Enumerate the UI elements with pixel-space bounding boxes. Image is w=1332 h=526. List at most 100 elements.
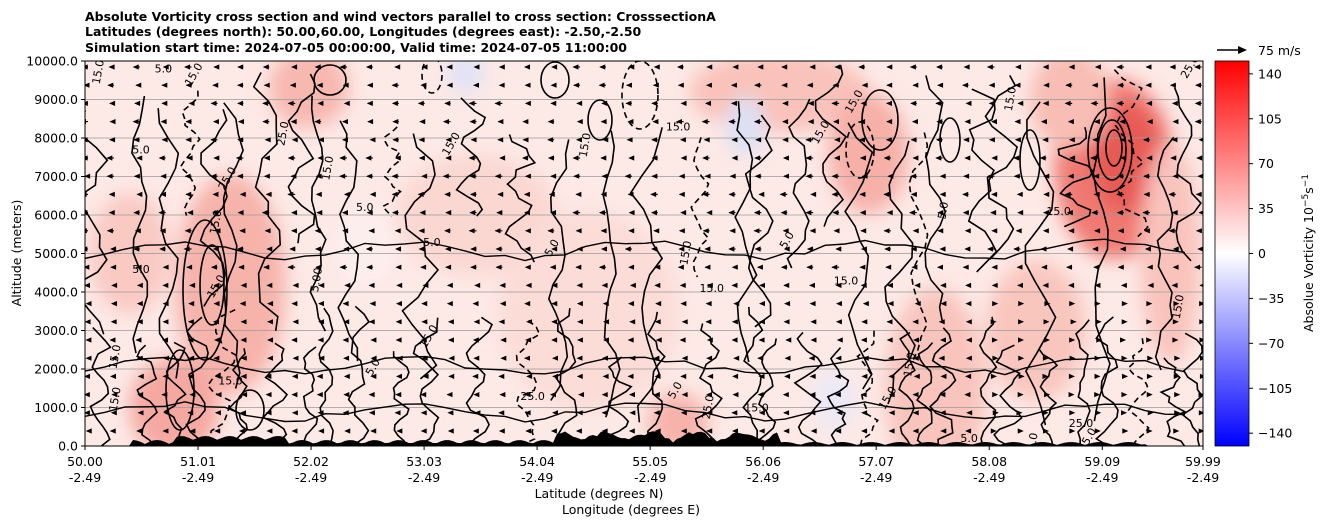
contour-line	[302, 346, 319, 446]
wind-vector	[628, 428, 635, 434]
contour-band	[85, 238, 1186, 262]
wind-vector	[809, 410, 816, 416]
wind-vector	[524, 82, 531, 88]
wind-vector	[446, 301, 453, 307]
wind-vector	[1147, 355, 1154, 361]
wind-vector	[1173, 301, 1180, 307]
wind-vector	[189, 282, 196, 288]
colorbar-tick-label: 70	[1258, 156, 1274, 171]
x-axis-label-latitude: Latitude (degrees N)	[535, 486, 664, 501]
wind-vector	[136, 319, 143, 325]
wind-vector	[1044, 337, 1051, 343]
contour-label: 15.0	[90, 59, 107, 85]
wind-vector	[1068, 137, 1075, 143]
wind-vector	[966, 410, 973, 416]
wind-vector	[420, 337, 427, 343]
wind-vector	[938, 319, 945, 325]
wind-vector	[965, 319, 972, 325]
wind-vector	[551, 246, 558, 252]
contour-label: 15.0	[319, 155, 336, 181]
wind-vector	[1121, 319, 1128, 325]
wind-vector	[368, 410, 375, 416]
wind-vector	[420, 428, 427, 434]
wind-vector	[758, 282, 765, 288]
wind-vector	[835, 282, 842, 288]
wind-vector	[240, 355, 247, 361]
contour-line	[455, 97, 487, 217]
colorbar-tick-label: −140	[1258, 426, 1292, 441]
contour-loop	[421, 61, 443, 94]
wind-vector	[343, 246, 350, 252]
wind-vector	[1094, 64, 1101, 70]
contour-line	[157, 108, 180, 379]
wind-vector	[809, 228, 816, 234]
terrain-silhouette	[85, 431, 1203, 446]
wind-vector	[162, 337, 169, 343]
wind-vector	[266, 282, 273, 288]
x-tick-label-longitude: -2.49	[521, 470, 553, 485]
wind-vector	[628, 301, 635, 307]
colorbar-tick-label: 0	[1258, 246, 1266, 261]
wind-vector	[679, 137, 686, 143]
wind-vector	[317, 137, 324, 143]
contour-line	[261, 342, 289, 446]
wind-vector	[474, 410, 481, 416]
y-axis-label: Altitude (meters)	[9, 200, 24, 307]
contour-label: 25.0	[700, 394, 717, 420]
wind-vector	[524, 264, 531, 270]
wind-vector	[914, 301, 921, 307]
contour-label: 5.0	[132, 143, 150, 156]
wind-vector	[991, 155, 998, 161]
wind-vector	[1043, 319, 1050, 325]
contour-line	[978, 316, 998, 446]
wind-vector	[992, 392, 999, 398]
x-axis: 50.00-2.4951.01-2.4952.02-2.4953.03-2.49…	[67, 446, 1221, 485]
wind-vector	[810, 191, 817, 197]
wind-vector	[318, 301, 325, 307]
contour-line	[928, 327, 957, 446]
wind-vector	[861, 373, 868, 379]
contour-line	[337, 120, 360, 362]
wind-vector	[551, 64, 558, 70]
wind-vector	[136, 282, 143, 288]
colorbar-tick-label: −105	[1258, 381, 1292, 396]
contour-label: 15.0	[1002, 86, 1019, 112]
contour-label: 5.00	[308, 267, 325, 293]
wind-vector	[163, 410, 170, 416]
contour-loop	[235, 389, 265, 431]
wind-vector	[965, 100, 972, 106]
wind-vector	[888, 373, 895, 379]
wind-vector	[1069, 155, 1076, 161]
wind-vector	[188, 355, 195, 361]
wind-vector	[526, 319, 533, 325]
colorbar-tick-label: −70	[1258, 336, 1284, 351]
wind-vector	[1094, 428, 1101, 434]
contour-line	[844, 122, 874, 390]
wind-vector	[266, 246, 273, 252]
wind-vector	[447, 428, 454, 434]
wind-vector	[888, 410, 895, 416]
vorticity-blob	[334, 205, 395, 286]
wind-vector	[1094, 373, 1101, 379]
wind-vector	[576, 355, 583, 361]
wind-vector	[576, 282, 583, 288]
wind-vector	[912, 355, 919, 361]
wind-vector	[370, 337, 377, 343]
wind-vector	[758, 428, 765, 434]
colorbar-tick-label: 140	[1258, 66, 1282, 81]
wind-vector	[499, 301, 506, 307]
contour-line	[924, 75, 947, 322]
contour-label: 5.0	[423, 236, 441, 249]
contour-label: 15.0	[1170, 294, 1187, 320]
wind-vector	[447, 410, 454, 416]
contour-loop	[165, 349, 195, 431]
wind-vector	[214, 337, 221, 343]
wind-vector	[940, 337, 947, 343]
wind-vector	[267, 301, 274, 307]
contour-label: 5.0	[155, 63, 173, 76]
wind-vector	[85, 173, 91, 179]
wind-vector	[550, 100, 557, 106]
contour-loop	[1019, 129, 1041, 191]
wind-vector	[1042, 355, 1049, 361]
wind-vector	[731, 337, 738, 343]
